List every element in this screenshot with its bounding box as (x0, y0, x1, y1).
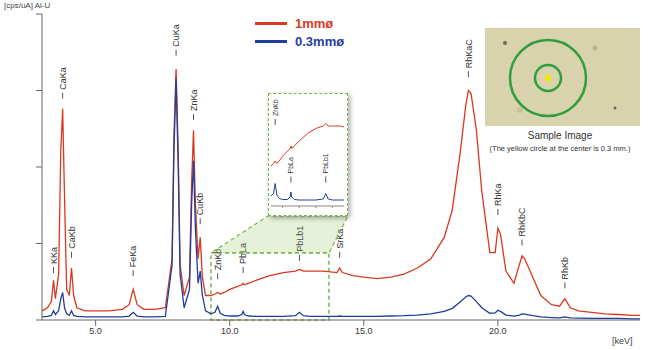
svg-text:10.0: 10.0 (221, 326, 239, 336)
svg-text:CaKb: CaKb (67, 226, 77, 249)
svg-text:5.0: 5.0 (89, 326, 102, 336)
svg-text:PbLa: PbLa (287, 157, 294, 173)
svg-text:CaKa: CaKa (58, 67, 68, 90)
html-text:Sample Image: Sample Image (527, 130, 593, 141)
svg-text:15.0: 15.0 (355, 326, 373, 336)
svg-text:KKa: KKa (49, 247, 59, 264)
html-text:[keV]: [keV] (612, 336, 633, 346)
svg-text:PbLb1: PbLb1 (322, 153, 329, 173)
svg-text:RhKb: RhKb (560, 257, 570, 280)
svg-text:CuKb: CuKb (195, 193, 205, 216)
html-text:0.3mmø: 0.3mmø (295, 33, 345, 49)
svg-text:FeKa: FeKa (128, 246, 138, 268)
svg-text:CuKa: CuKa (171, 24, 181, 47)
svg-text:ZnKb: ZnKb (213, 249, 223, 271)
svg-text:RhKaC: RhKaC (464, 39, 474, 69)
svg-text:RhKbC: RhKbC (517, 207, 527, 237)
svg-text:ZnKb: ZnKb (272, 99, 279, 116)
html-text:1mmø: 1mmø (295, 15, 334, 31)
svg-text:RhKa: RhKa (493, 183, 503, 206)
html-text:[cps/uA] Al-U: [cps/uA] Al-U (4, 1, 51, 10)
html-text:(The yellow circle at the cent: (The yellow circle at the center is 0.3 … (489, 144, 631, 153)
svg-text:PbLb1: PbLb1 (295, 226, 305, 252)
svg-text:PbLa: PbLa (238, 243, 248, 264)
svg-text:20.0: 20.0 (489, 326, 507, 336)
svg-text:ZnKa: ZnKa (189, 90, 199, 112)
svg-text:SrKa: SrKa (335, 229, 345, 249)
